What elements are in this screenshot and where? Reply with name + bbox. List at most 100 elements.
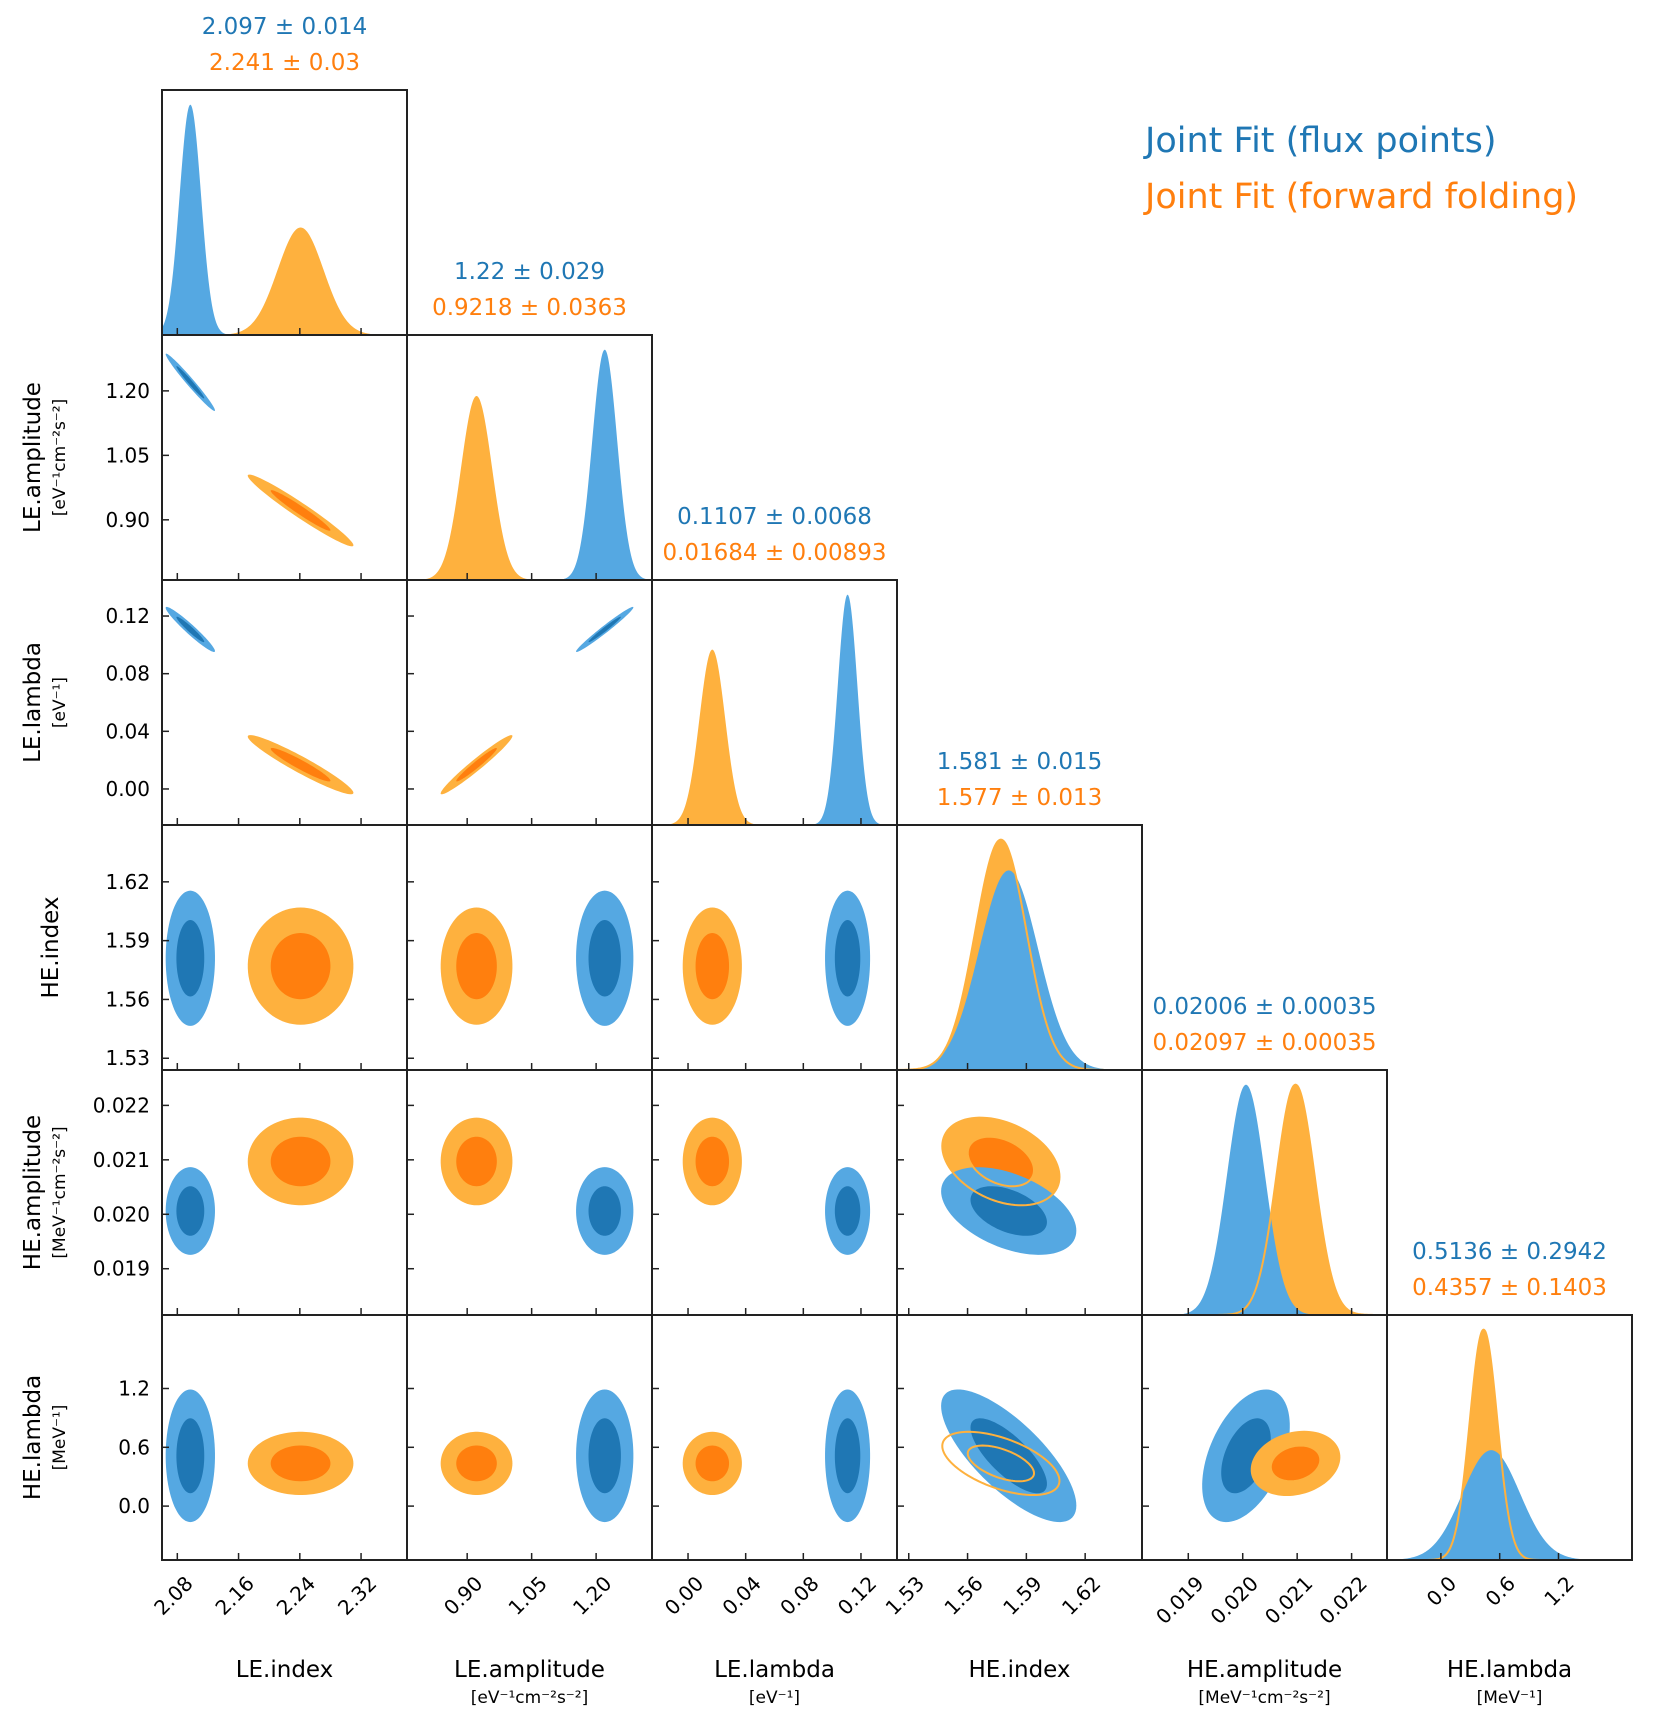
x-tick-label: 0.08 [775,1571,823,1619]
y-axis-label: LE.lambda [20,642,46,763]
marginal-forward_folding-under [1219,1084,1372,1315]
x-tick-label: 0.0 [1422,1571,1461,1610]
contour-flux_points-inner [176,920,205,997]
y-axis-unit: [MeV⁻¹cm⁻²s⁻²] [50,1126,70,1258]
marginal-LE.lambda [660,594,887,825]
contour-flux_points-inner [834,1418,861,1494]
y-tick-label: 0.12 [105,604,150,628]
marginal-HE.amplitude [1169,1083,1373,1315]
y-tick-label: 0.04 [105,719,150,743]
x-tick-label: 1.56 [939,1571,987,1619]
y-axis-unit: [eV⁻¹] [50,677,70,728]
marginal-forward_folding-line [1427,1328,1540,1560]
contour-forward_folding-inner [456,1445,497,1482]
contour-flux_points-inner [176,366,205,399]
contour-forward_folding-inner [270,490,331,531]
marginal-forward_folding-area [208,227,393,335]
y-axis-label: LE.amplitude [20,382,46,533]
contour-flux_points-inner [834,920,861,997]
panel-LE.lambda-vs-LE.index [165,606,354,795]
contour-flux_points-inner [588,1418,621,1494]
y-tick-label: 1.2 [118,1377,150,1401]
contour-flux_points-inner [970,1418,1047,1494]
x-tick-label: 1.2 [1539,1571,1578,1610]
contour-flux_points-inner [588,920,621,997]
panel-frame-1-0 [161,334,408,581]
panel-LE.amplitude-vs-LE.index [165,353,354,547]
marginal-title-forward_folding: 0.4357 ± 0.1403 [1412,1275,1607,1301]
legend-entry-flux_points: Joint Fit (flux points) [1143,121,1497,161]
x-tick-label: 2.08 [149,1571,197,1619]
y-tick-label: 0.022 [93,1093,150,1117]
contour-flux_points-inner [176,616,205,643]
panel-HE.amplitude-vs-LE.index [165,1117,354,1255]
contour-flux_points-inner [176,1186,205,1236]
x-tick-label: 1.62 [1057,1571,1105,1619]
y-tick-label: 0.0 [118,1494,150,1518]
x-axis-label: LE.amplitude [454,1657,605,1683]
contour-forward_folding-inner [270,747,331,782]
y-tick-label: 1.05 [105,443,150,467]
y-tick-label: 1.53 [105,1046,150,1070]
panel-HE.amplitude-vs-LE.amplitude [440,1117,634,1255]
marginal-flux_points-area [554,349,652,580]
y-axis-label: HE.index [38,896,64,998]
x-tick-label: 0.90 [439,1571,487,1619]
y-tick-label: 1.56 [105,987,150,1011]
marginal-title-forward_folding: 0.9218 ± 0.0363 [432,295,627,321]
marginal-forward_folding-under [1428,1329,1539,1560]
marginal-LE.index [162,104,393,335]
marginal-forward_folding-area [660,649,764,825]
contour-forward_folding-inner [456,747,497,782]
panel-LE.lambda-vs-LE.amplitude [440,606,634,795]
marginal-title-flux_points: 0.1107 ± 0.0068 [677,504,872,530]
x-tick-label: 2.16 [210,1571,258,1619]
marginal-flux_points-area [897,870,1127,1070]
marginal-HE.index [897,838,1127,1070]
x-tick-label: 0.022 [1314,1571,1371,1628]
x-tick-label: 1.53 [881,1571,929,1619]
panel-HE.index-vs-LE.amplitude [440,890,634,1026]
marginal-flux_points-area [162,104,234,335]
contour-forward_folding-inner [695,1445,730,1482]
marginal-forward_folding-line [1218,1083,1373,1315]
contour-flux_points-inner [588,1186,621,1236]
marginal-title-flux_points: 2.097 ± 0.014 [202,14,368,40]
marginal-flux_points-area [808,594,887,825]
marginal-title-forward_folding: 0.02097 ± 0.00035 [1152,1030,1376,1056]
x-axis-label: HE.index [968,1657,1070,1683]
contour-forward_folding-inner [456,1136,497,1187]
x-axis-unit: [eV⁻¹cm⁻²s⁻²] [471,1688,588,1708]
x-axis-label: LE.lambda [714,1657,835,1683]
x-tick-label: 0.020 [1206,1571,1263,1628]
y-tick-label: 1.20 [105,379,150,403]
panel-frame-5-5 [1386,1314,1633,1561]
marginal-title-flux_points: 1.581 ± 0.015 [937,749,1103,775]
y-axis-label: HE.amplitude [20,1115,46,1270]
legend-entry-forward_folding: Joint Fit (forward folding) [1143,177,1578,217]
panel-HE.lambda-vs-HE.index [941,1389,1077,1523]
panel-HE.amplitude-vs-HE.index [941,1116,1077,1255]
y-axis-unit: [MeV⁻¹] [50,1405,70,1471]
x-axis-label: HE.lambda [1447,1657,1572,1683]
marginal-HE.lambda [1387,1328,1607,1560]
contour-flux_points-inner [588,616,621,643]
x-tick-label: 1.59 [998,1571,1046,1619]
panel-HE.lambda-vs-LE.amplitude [440,1389,634,1523]
x-tick-label: 0.019 [1151,1571,1208,1628]
marginal-title-forward_folding: 2.241 ± 0.03 [209,50,360,76]
marginal-title-flux_points: 0.02006 ± 0.00035 [1152,994,1376,1020]
contour-forward_folding-inner-line [966,1444,1036,1483]
panel-HE.index-vs-LE.lambda [682,890,871,1026]
contour-forward_folding-inner-line [966,1135,1036,1188]
x-axis-label: LE.index [236,1657,334,1683]
panel-frame-2-0 [161,579,408,826]
marginal-flux_points-area [1169,1084,1323,1315]
y-tick-label: 0.019 [93,1257,150,1281]
marginal-title-forward_folding: 1.577 ± 0.013 [937,785,1103,811]
y-tick-label: 0.90 [105,508,150,532]
contour-forward_folding-inner [270,1136,331,1187]
x-axis-unit: [MeV⁻¹cm⁻²s⁻²] [1198,1688,1330,1708]
x-tick-label: 1.20 [568,1571,616,1619]
